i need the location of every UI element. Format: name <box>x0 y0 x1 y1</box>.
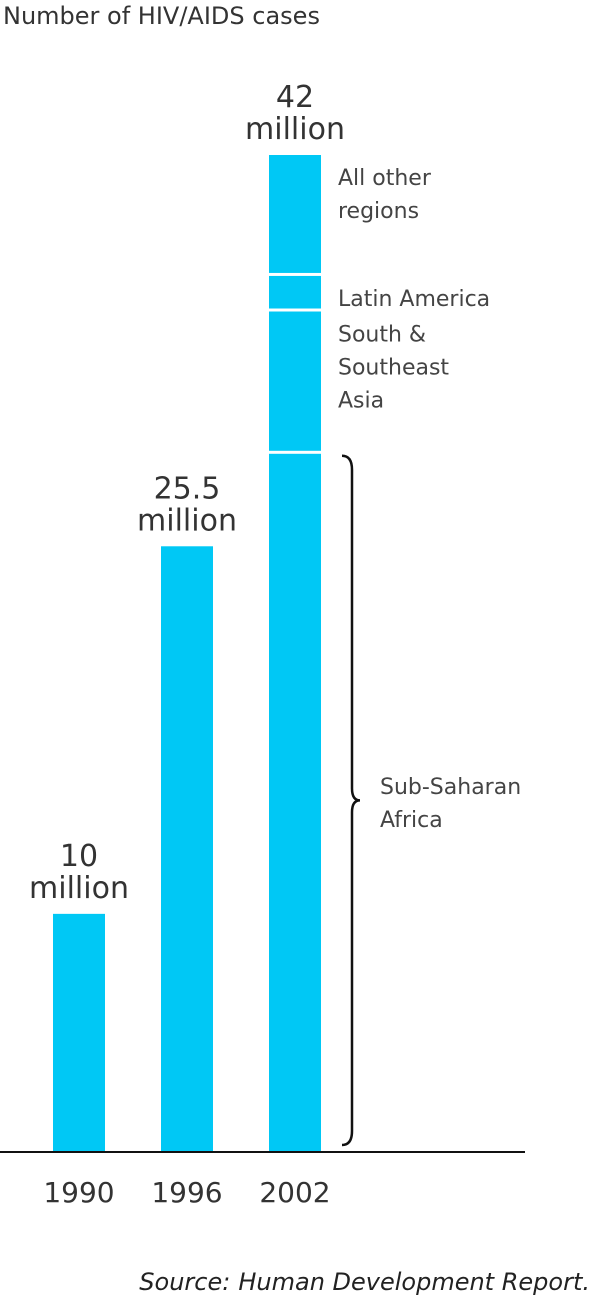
bar-segment-sub-saharan-africa <box>269 453 321 1151</box>
segment-label-latin-america: Latin America <box>338 287 490 312</box>
value-label-line: 25.5 <box>154 471 221 506</box>
bar-1996 <box>161 546 213 1151</box>
segment-label-line: Asia <box>338 389 384 414</box>
segment-label-line: regions <box>338 199 419 224</box>
value-label-2002: 42 million <box>245 80 345 147</box>
bars-layer <box>53 155 321 1151</box>
source-name: Human Development Report. <box>238 1268 590 1296</box>
bar-segment-latin-america <box>269 275 321 309</box>
segment-label-line: Sub-Saharan <box>380 775 521 800</box>
segment-label-south-southeast-asia: South & Southeast Asia <box>338 323 449 414</box>
bar-1990 <box>53 913 105 1151</box>
sub-saharan-africa-brace <box>341 454 361 1147</box>
value-label-line: 10 <box>60 839 98 874</box>
x-tick-2002: 2002 <box>259 1176 330 1209</box>
segment-label-sub-saharan-africa: Sub-Saharan Africa <box>380 775 521 833</box>
x-tick-1990: 1990 <box>43 1176 114 1209</box>
value-label-1996: 25.5 million <box>137 471 237 538</box>
segment-label-all-other-regions: All other regions <box>338 166 432 224</box>
value-label-1990: 10 million <box>29 839 129 906</box>
value-label-line: 42 <box>276 80 314 115</box>
segment-label-line: Africa <box>380 808 443 833</box>
chart-title: Number of HIV/AIDS cases <box>3 2 320 30</box>
value-label-line: million <box>137 503 237 538</box>
x-tick-1996: 1996 <box>151 1176 222 1209</box>
source-prefix: Source: <box>139 1268 230 1296</box>
value-label-line: million <box>245 112 345 147</box>
segment-label-line: Latin America <box>338 287 490 312</box>
source-note: Source: Human Development Report. <box>139 1268 590 1296</box>
segment-label-line: South & <box>338 323 426 348</box>
bar-segment-south-southeast-asia <box>269 311 321 451</box>
bar-segment-all-other-regions <box>269 155 321 273</box>
value-label-line: million <box>29 871 129 906</box>
x-tick-labels: 1990 1996 2002 <box>43 1176 330 1209</box>
segment-label-line: Southeast <box>338 356 449 381</box>
segment-label-line: All other <box>338 166 432 191</box>
